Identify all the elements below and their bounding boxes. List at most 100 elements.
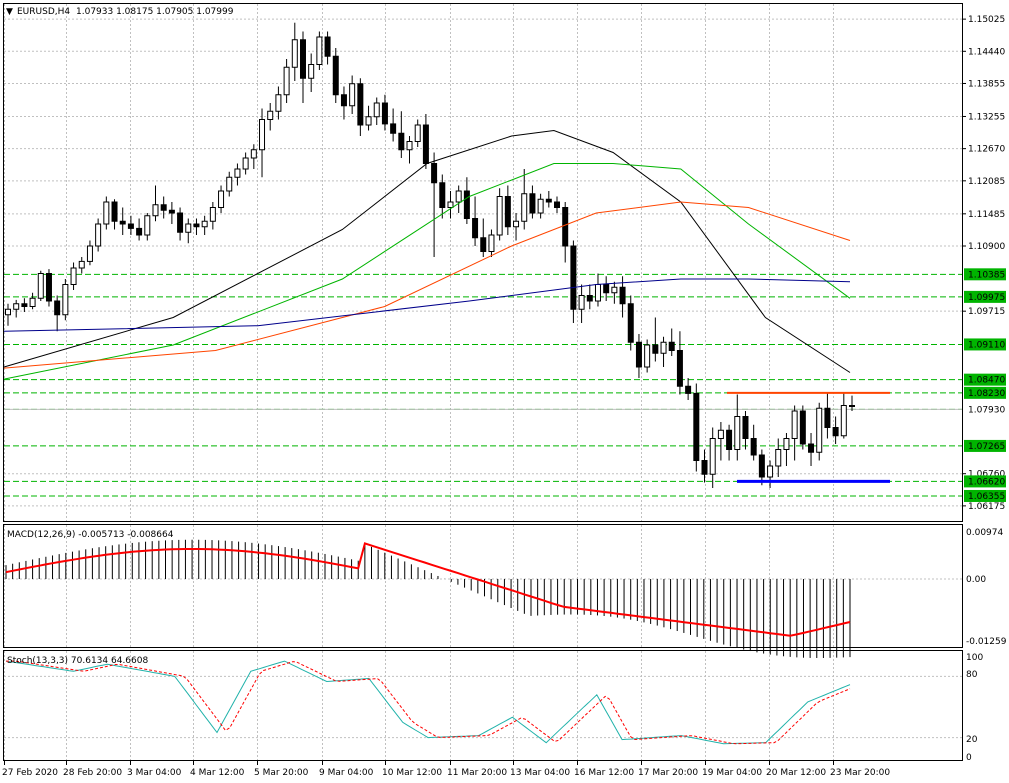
stoch-tick-20: 20 — [966, 735, 978, 745]
macd-panel-frame — [3, 524, 963, 648]
candle-body — [95, 223, 102, 247]
candle-body — [554, 201, 561, 208]
candle-body — [54, 300, 61, 316]
candle-body — [13, 303, 20, 310]
price-level-tag — [964, 290, 1006, 303]
stoch-label: Stoch(13,3,3) 70.6134 64.6608 — [7, 656, 148, 666]
stoch-tick-0: 0 — [966, 753, 972, 763]
price-level-tag-label: 1.07930 — [968, 405, 1005, 415]
price-level-tag — [964, 489, 1006, 502]
x-tick-label: 20 Mar 12:00 — [766, 768, 826, 778]
y-tick-label: 1.11485 — [968, 210, 1005, 220]
candle-body — [439, 182, 446, 208]
candle-body — [496, 196, 503, 236]
stoch-tick-80: 80 — [966, 670, 978, 680]
candle-body — [218, 190, 225, 208]
candle-body — [136, 227, 143, 236]
candle-body — [594, 284, 601, 302]
candle-body — [521, 193, 528, 222]
candle-body — [824, 407, 831, 428]
x-tick-label: 4 Mar 12:00 — [190, 768, 245, 778]
macd-tick-zero: 0.00 — [966, 575, 986, 585]
candle-body — [144, 215, 151, 236]
candle-body — [29, 297, 36, 307]
stoch-main-line — [5, 660, 851, 745]
price-level-tag-label: 1.08230 — [968, 389, 1005, 399]
candle-body — [644, 344, 651, 368]
menu-triangle-icon[interactable]: ▼ — [6, 7, 13, 17]
grid-lines — [4, 4, 962, 760]
candle-body — [119, 220, 126, 225]
candle-body — [742, 416, 749, 439]
x-tick-label: 17 Mar 20:00 — [638, 768, 698, 778]
chart-symbol: EURUSD,H4 — [17, 7, 70, 17]
macd-tick-top: 0.00974 — [966, 528, 1003, 538]
candle-body — [578, 295, 585, 310]
x-tick-label: 3 Mar 04:00 — [127, 768, 182, 778]
candle-body — [717, 429, 724, 439]
candle-body — [70, 267, 77, 285]
candle-body — [562, 207, 569, 247]
x-tick-label: 28 Feb 20:00 — [63, 768, 122, 778]
candle-body — [480, 237, 487, 252]
candle-body — [472, 218, 479, 239]
candle-body — [840, 405, 847, 437]
horizontal-levels — [4, 273, 962, 497]
candle-body — [406, 141, 413, 151]
candle-body — [586, 295, 593, 302]
candle-body — [693, 392, 700, 461]
candle-body — [463, 190, 470, 219]
candle-body — [398, 132, 405, 151]
candle-body — [259, 119, 266, 151]
candle-body — [619, 286, 626, 305]
price-level-tag — [964, 403, 1006, 416]
candle-body — [570, 245, 577, 310]
candle-body — [275, 94, 282, 112]
x-tick-label: 9 Mar 04:00 — [319, 768, 374, 778]
candle-body — [808, 443, 815, 453]
ohlc-readout: 1.07933 1.08175 1.07905 1.07999 — [76, 7, 234, 17]
stoch-panel-frame — [3, 650, 963, 761]
candle-body — [45, 273, 52, 302]
candle-body — [791, 410, 798, 439]
candle-body — [685, 385, 692, 394]
candle-body — [267, 110, 274, 120]
support-resistance-lines[interactable] — [727, 391, 890, 483]
macd-label: MACD(12,26,9) -0.005713 -0.008664 — [7, 530, 174, 540]
candle-body — [209, 207, 216, 222]
x-tick-label: 5 Mar 20:00 — [254, 768, 309, 778]
candle-body — [381, 102, 388, 125]
candle-body — [783, 438, 790, 450]
x-tick-label: 19 Mar 04:00 — [702, 768, 762, 778]
candle-body — [299, 39, 306, 79]
candle-body — [308, 64, 315, 79]
price-level-tag-label: 1.06355 — [968, 492, 1005, 502]
moving-average-orange — [3, 201, 851, 369]
candle-body — [390, 123, 397, 134]
candle-body — [332, 55, 339, 96]
candle-body — [734, 416, 741, 450]
candle-body — [193, 223, 200, 228]
moving-averages — [3, 129, 851, 380]
candle-body — [177, 212, 184, 233]
candle-body — [627, 303, 634, 343]
candle-body — [127, 223, 134, 229]
y-tick-label: 1.14440 — [968, 47, 1005, 57]
candle-body — [816, 407, 823, 453]
y-tick-label: 1.10900 — [968, 242, 1005, 252]
price-level-tag-label: 1.10385 — [968, 270, 1005, 280]
x-tick-label: 23 Mar 20:00 — [830, 768, 890, 778]
x-tick-label: 10 Mar 12:00 — [382, 768, 442, 778]
macd-tick-bottom: -0.01259 — [966, 637, 1007, 647]
price-level-tag — [964, 475, 1006, 488]
candle-body — [537, 198, 544, 214]
candle-body — [21, 303, 28, 307]
candle-body — [103, 201, 110, 225]
price-level-tag-label: 1.06620 — [968, 477, 1005, 487]
y-tick-label: 1.12670 — [968, 145, 1005, 155]
candle-body — [676, 350, 683, 387]
stoch-signal-line — [6, 660, 851, 745]
candle-body — [365, 116, 372, 126]
